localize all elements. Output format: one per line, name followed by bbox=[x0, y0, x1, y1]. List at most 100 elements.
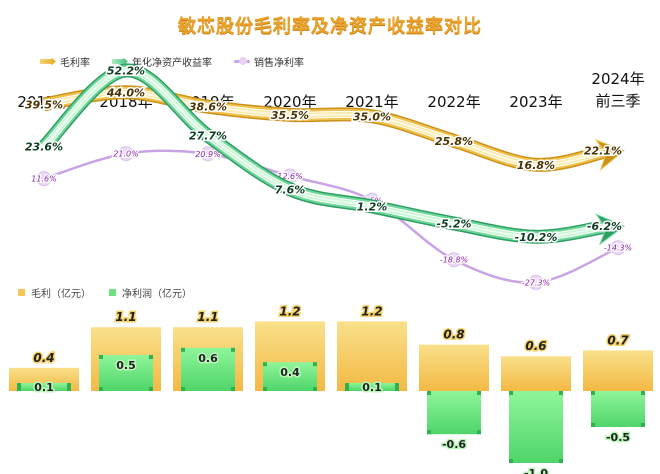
net-profit-bar-corner bbox=[149, 355, 153, 359]
net-profit-bar-corner bbox=[477, 430, 481, 435]
green-arrow-icon bbox=[112, 57, 128, 66]
bar-legend: 毛利（亿元） 净利润（亿元） bbox=[18, 285, 192, 300]
net-profit-bar-corner bbox=[149, 387, 153, 391]
roe-data-label: 23.6% bbox=[25, 141, 63, 154]
net-profit-bar-corner bbox=[395, 383, 399, 387]
net-margin-point bbox=[200, 146, 216, 162]
net-profit-label: 0.1 bbox=[34, 381, 54, 394]
roe-data-label: 1.2% bbox=[357, 200, 388, 213]
net-profit-bar bbox=[591, 391, 645, 427]
year-label-line: 2022年 bbox=[427, 93, 481, 111]
net-profit-bar-corner bbox=[641, 391, 645, 395]
net-profit-bar-corner bbox=[345, 383, 349, 387]
net-margin-point bbox=[610, 240, 626, 256]
gross-margin-arrowhead bbox=[594, 138, 625, 172]
gross-margin-data-label: 44.0% bbox=[106, 86, 145, 99]
gross-margin-data-label: 35.0% bbox=[353, 110, 391, 123]
net-profit-bar bbox=[17, 383, 71, 391]
gross-margin-data-label: 22.1% bbox=[584, 145, 622, 158]
year-label: 2020年 bbox=[250, 91, 330, 112]
net-margin-data-label: 12.6% bbox=[277, 172, 302, 181]
net-margin-point bbox=[528, 274, 544, 290]
net-profit-bar-corner bbox=[67, 387, 71, 391]
net-profit-bar-corner bbox=[641, 423, 645, 427]
net-profit-bar bbox=[509, 391, 563, 463]
gross-margin-line bbox=[43, 91, 609, 166]
gross-profit-bar bbox=[501, 356, 571, 391]
year-label: 2022年 bbox=[414, 91, 494, 112]
net-profit-bar-corner bbox=[231, 347, 235, 352]
net-profit-bar-corner bbox=[17, 387, 21, 391]
net-profit-bar bbox=[263, 362, 317, 391]
net-profit-label: 0.6 bbox=[198, 352, 218, 365]
net-profit-bar-corner bbox=[509, 391, 513, 395]
year-label: 2021年 bbox=[332, 91, 412, 112]
net-profit-label: 0.4 bbox=[280, 366, 300, 379]
roe-data-label: -10.2% bbox=[515, 231, 558, 244]
roe-data-label: 52.2% bbox=[107, 64, 145, 77]
net-profit-bar-corner bbox=[591, 391, 595, 395]
net-profit-bar-corner bbox=[427, 391, 431, 395]
purple-line-icon bbox=[234, 57, 250, 65]
roe-data-label: 7.6% bbox=[275, 183, 306, 196]
net-profit-bar-corner bbox=[395, 387, 399, 391]
legend-label-gross-profit: 毛利（亿元） bbox=[31, 289, 91, 300]
gross-profit-bar bbox=[337, 321, 407, 391]
year-label-line: 2020年 bbox=[263, 93, 317, 111]
net-margin-data-label: 11.6% bbox=[31, 175, 56, 184]
legend-item-roe: 年化净资产收益率 bbox=[112, 54, 212, 69]
net-profit-bar-corner bbox=[99, 387, 103, 391]
net-profit-bar-corner bbox=[345, 387, 349, 391]
green-square-icon bbox=[109, 289, 116, 296]
year-label: 2024年 前三季 bbox=[578, 68, 658, 112]
net-margin-line bbox=[43, 149, 619, 284]
year-label-line: 2021年 bbox=[345, 93, 399, 111]
net-margin-point bbox=[118, 146, 134, 162]
legend-label-net-margin: 销售净利率 bbox=[254, 58, 304, 69]
gross-profit-label: 1.2 bbox=[279, 304, 300, 318]
net-profit-bar-corner bbox=[591, 423, 595, 427]
net-profit-label: -0.5 bbox=[606, 431, 630, 444]
legend-label-gross-margin: 毛利率 bbox=[60, 58, 90, 69]
legend-label-roe: 年化净资产收益率 bbox=[132, 58, 212, 69]
gross-profit-label: 1.2 bbox=[361, 304, 382, 318]
net-profit-bar-corner bbox=[231, 387, 235, 391]
net-profit-bar-corner bbox=[181, 387, 185, 391]
net-profit-bar-corner bbox=[477, 391, 481, 395]
roe-data-label: 27.7% bbox=[189, 130, 227, 143]
year-label: 2023年 bbox=[496, 91, 576, 112]
gross-margin-data-label: 25.8% bbox=[435, 135, 473, 148]
legend-item-net-margin: 销售净利率 bbox=[234, 54, 304, 69]
net-margin-data-label: -14.3% bbox=[604, 244, 632, 253]
gross-profit-bar bbox=[419, 344, 489, 391]
roe-arrowhead bbox=[594, 213, 625, 246]
gross-margin-data-label: 38.6% bbox=[189, 101, 227, 114]
net-margin-data-label: -27.3% bbox=[522, 278, 550, 287]
net-profit-bar-corner bbox=[313, 387, 317, 391]
net-profit-bar-corner bbox=[559, 391, 563, 395]
net-margin-point bbox=[446, 252, 462, 268]
gross-profit-label: 0.8 bbox=[443, 328, 464, 342]
gross-profit-bar bbox=[583, 350, 653, 391]
net-profit-bar bbox=[99, 355, 153, 391]
gross-profit-label: 0.6 bbox=[525, 339, 546, 353]
roe-line bbox=[43, 69, 609, 238]
net-profit-bar-corner bbox=[509, 459, 513, 463]
net-profit-label: -0.6 bbox=[442, 438, 466, 451]
net-profit-bar-corner bbox=[313, 362, 317, 367]
net-profit-bar-corner bbox=[263, 362, 267, 367]
net-profit-bar bbox=[427, 391, 481, 435]
roe-data-label: -6.2% bbox=[587, 220, 622, 233]
year-label-line: 2023年 bbox=[509, 93, 563, 111]
legend-item-gross-margin: 毛利率 bbox=[40, 54, 90, 69]
net-margin-data-label: 20.9% bbox=[195, 150, 220, 159]
gross-margin-data-label: 35.5% bbox=[271, 109, 309, 122]
chart-title: 敏芯股份毛利率及净资产收益率对比 bbox=[178, 16, 482, 37]
gross-margin-data-label: 16.8% bbox=[517, 159, 555, 172]
year-label-line: 前三季 bbox=[595, 92, 641, 110]
gross-profit-label: 0.4 bbox=[33, 351, 54, 365]
net-margin-data-label: -18.8% bbox=[440, 256, 468, 265]
net-profit-bar-corner bbox=[67, 383, 71, 387]
gold-arrow-icon bbox=[40, 57, 56, 66]
